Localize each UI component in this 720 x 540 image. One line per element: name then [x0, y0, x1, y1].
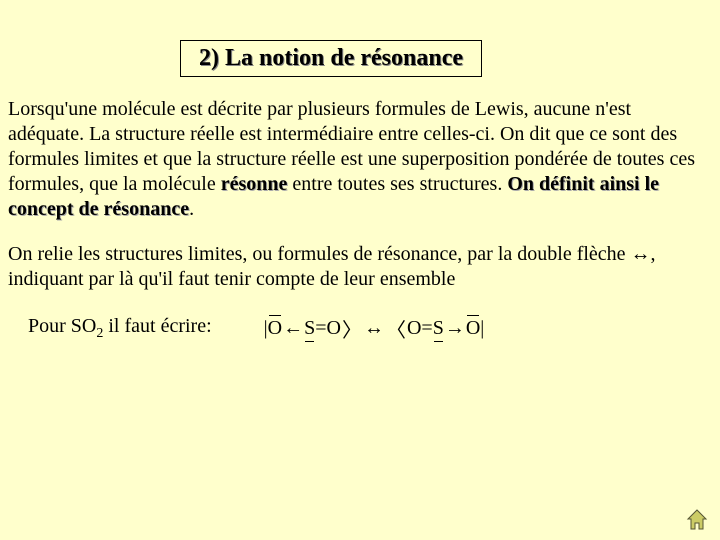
- formula-label: Pour SO2 il faut écrire:: [28, 315, 212, 342]
- title-box: 2) La notion de résonance: [180, 40, 482, 77]
- arrow-right: →: [444, 317, 466, 340]
- double-bond: =: [421, 317, 432, 340]
- para1-text-b: entre toutes ses structures.: [287, 173, 507, 195]
- title-text: 2) La notion de résonance: [199, 45, 463, 71]
- atom-O: O: [268, 317, 282, 340]
- resonance-formula: |O←S=O〉↔〈O=S→O|: [264, 314, 485, 343]
- para1-resonne: résonne: [221, 173, 288, 195]
- paragraph-2: On relie les structures limites, ou form…: [8, 242, 712, 292]
- resonance-arrow: ↔: [363, 317, 385, 340]
- home-icon[interactable]: [684, 506, 710, 532]
- atom-S: S: [304, 317, 315, 340]
- atom-O: O: [407, 317, 421, 340]
- bar: |: [480, 317, 484, 340]
- atom-O: O: [466, 317, 480, 340]
- para2-text: On relie les structures limites, ou form…: [8, 243, 656, 290]
- double-bond: =: [315, 317, 326, 340]
- formula-line: Pour SO2 il faut écrire: |O←S=O〉↔〈O=S→O|: [28, 314, 692, 343]
- angle-left: 〈: [385, 314, 407, 343]
- angle-right: 〉: [341, 314, 363, 343]
- formula-label-a: Pour SO: [28, 315, 96, 337]
- para1-text-c: .: [189, 198, 194, 220]
- atom-S: S: [433, 317, 444, 340]
- paragraph-1: Lorsqu'une molécule est décrite par plus…: [8, 97, 712, 222]
- atom-O: O: [327, 317, 341, 340]
- arrow-left: ←: [282, 317, 304, 340]
- formula-label-b: il faut écrire:: [103, 315, 211, 337]
